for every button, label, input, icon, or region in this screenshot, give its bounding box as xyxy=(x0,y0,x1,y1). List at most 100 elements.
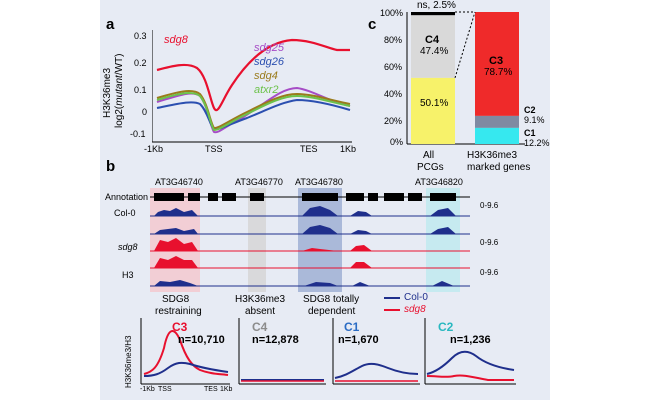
bar2-c1-segment xyxy=(475,127,519,144)
legend-sdg25: sdg25 xyxy=(254,42,284,54)
bar1-c4-value: 47.4% xyxy=(420,46,449,57)
region-label-2-line1: H3K36me3 xyxy=(235,294,286,305)
col0-peaks-2 xyxy=(154,225,456,234)
cluster-c2-name: C2 xyxy=(438,320,454,334)
ytick-a-3: 0 xyxy=(142,107,148,117)
legend-atxr2: atxr2 xyxy=(254,84,279,96)
xtick-b-2: TES xyxy=(204,386,218,393)
c2-col0-line xyxy=(426,350,515,375)
ytick-c-0: 100% xyxy=(380,8,404,18)
cluster-c4-name: C4 xyxy=(252,320,268,334)
ytick-c-5: 0% xyxy=(390,137,404,147)
panel-a-plot xyxy=(152,30,352,143)
bottom-ylabel: H3K36me3/H3 xyxy=(124,335,133,388)
ytick-c-3: 40% xyxy=(384,89,403,99)
series-sdg4-line xyxy=(156,90,351,130)
legend-sdg4: sdg4 xyxy=(254,70,278,82)
bar1-yellow-segment xyxy=(411,77,455,144)
cluster-c1-plot xyxy=(332,318,420,385)
track-col0-label: Col-0 xyxy=(114,208,136,218)
ytick-c-4: 20% xyxy=(384,116,403,126)
cluster-c3-plot xyxy=(140,318,230,385)
gene-3-label: AT3G46780 xyxy=(295,177,343,187)
annotation-exons xyxy=(154,193,456,201)
bar2-xlabel-1: H3K36me3 xyxy=(467,150,518,161)
series-sdg26-line xyxy=(156,98,351,131)
xtick-b-1: TSS xyxy=(158,386,172,393)
region-label-1-line2: restraining xyxy=(155,306,202,317)
xtick-a-2: TES xyxy=(300,144,318,154)
region-label-3-line1: SDG8 totally xyxy=(303,294,360,305)
panel-a-ylabel-2: log2(mutant/WT) xyxy=(114,53,125,128)
bar1-xlabel-2: PCGs xyxy=(417,162,444,173)
legend-sdg8-label: sdg8 xyxy=(404,304,426,315)
track-sdg8-label: sdg8 xyxy=(118,242,138,252)
range-label-3: 0-9.6 xyxy=(480,268,499,277)
ytick-a-2: 0.1 xyxy=(134,85,147,95)
range-label-2: 0-9.6 xyxy=(480,238,499,247)
bar1-c4-segment xyxy=(411,15,455,78)
b-legend-swatches xyxy=(384,297,400,311)
bar1-xlabel-1: All xyxy=(423,150,435,161)
cluster-c4-plot xyxy=(238,318,326,385)
cluster-c2-plot xyxy=(424,318,516,385)
genome-browser-tracks xyxy=(150,188,470,292)
figure-panel: a H3K36me3 log2(mutant/WT) 0.3 0.2 0.1 0… xyxy=(100,0,550,400)
cluster-c1-name: C1 xyxy=(344,320,360,334)
track-h3-label: H3 xyxy=(122,270,134,280)
region-label-2-line2: absent xyxy=(245,306,276,317)
panel-c-plot xyxy=(406,11,525,145)
gene-1-label: AT3G46740 xyxy=(155,177,203,187)
bar2-c1-value: 12.2% xyxy=(524,138,550,148)
bar1-c4-name: C4 xyxy=(425,34,440,46)
cluster-c4-n: n=12,878 xyxy=(252,334,299,346)
ytick-c-2: 60% xyxy=(384,62,403,72)
bar2-c1-name: C1 xyxy=(524,128,536,138)
xtick-a-3: 1Kb xyxy=(340,144,357,154)
bar2-xlabel-2: marked genes xyxy=(467,162,531,173)
c2-sdg8-line xyxy=(426,374,514,381)
legend-col0-label: Col-0 xyxy=(404,292,428,303)
series-sdg8-line xyxy=(156,38,350,112)
range-label-1: 0-9.6 xyxy=(480,201,499,210)
cluster-c1-n: n=1,670 xyxy=(338,334,379,346)
bar1-ns-label: ns, 2.5% xyxy=(417,0,456,11)
panel-b-label: b xyxy=(106,158,116,175)
xtick-a-1: TSS xyxy=(205,144,223,154)
xtick-b-0: -1Kb xyxy=(140,386,155,393)
panel-c-label: c xyxy=(368,16,377,33)
sdg8-peaks-2 xyxy=(154,256,372,268)
bar1-yellow-value: 50.1% xyxy=(420,98,449,109)
bar2-c2-name: C2 xyxy=(524,105,536,115)
ytick-a-4: -0.1 xyxy=(130,129,146,139)
bar2-c2-value: 9.1% xyxy=(524,115,545,125)
cluster-c3-name: C3 xyxy=(172,320,188,334)
series-atxr2-line xyxy=(156,92,351,132)
ytick-a-1: 0.2 xyxy=(134,58,147,68)
gene-4-label: AT3G46820 xyxy=(415,177,463,187)
xtick-a-0: -1Kb xyxy=(144,144,164,154)
xtick-b-3: 1Kb xyxy=(220,386,233,393)
region-label-3-line2: dependent xyxy=(308,306,356,317)
bar2-c2-segment xyxy=(475,115,519,128)
cluster-c3-n: n=10,710 xyxy=(178,334,225,346)
c3-col0-line xyxy=(143,361,229,377)
h3-peaks xyxy=(154,280,454,286)
bar2-c3-value: 78.7% xyxy=(484,67,513,78)
bar2-c3-name: C3 xyxy=(489,55,504,67)
col0-peaks-1 xyxy=(154,206,456,216)
region-c2-highlight xyxy=(426,188,460,292)
region-h3k36me3-absent xyxy=(248,188,266,292)
bar1-ns-segment xyxy=(411,12,455,16)
gene-2-label: AT3G46770 xyxy=(235,177,283,187)
sdg8-peaks-1 xyxy=(154,238,372,251)
connector-bottom xyxy=(454,11,476,79)
region-label-1-line1: SDG8 xyxy=(162,294,190,305)
bar2-c3-segment xyxy=(475,12,519,116)
track-annotation-label: Annotation xyxy=(105,192,149,202)
cluster-c2-n: n=1,236 xyxy=(450,334,491,346)
panel-a-ylabel-1: H3K36me3 xyxy=(102,67,113,118)
ytick-c-1: 80% xyxy=(384,35,403,45)
ytick-a-0: 0.3 xyxy=(134,31,147,41)
legend-sdg26: sdg26 xyxy=(254,56,284,68)
